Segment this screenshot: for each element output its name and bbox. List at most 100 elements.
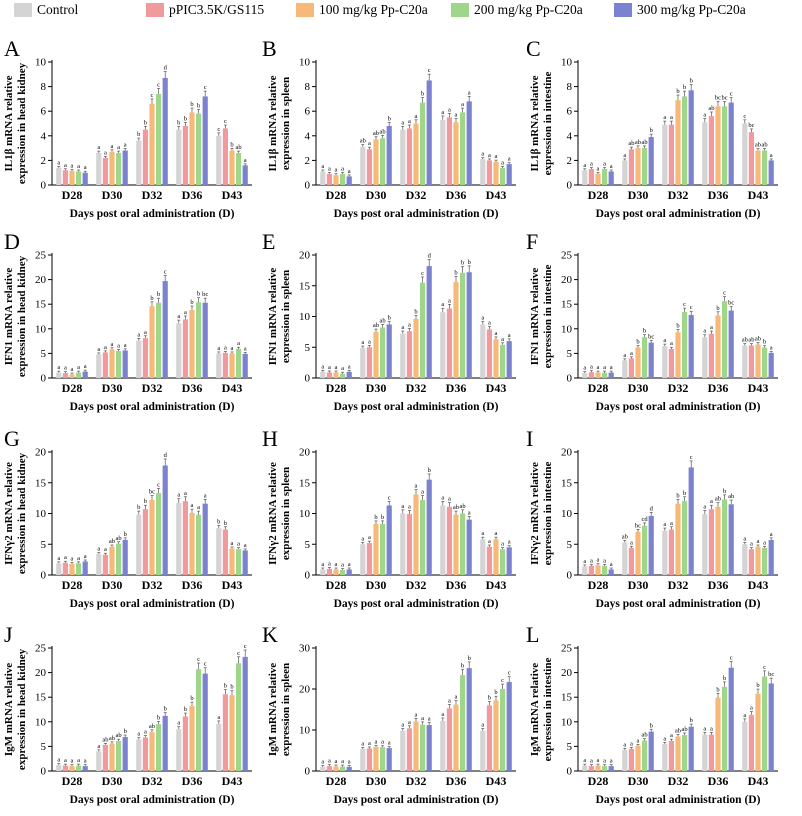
significance-letter: a [481,314,484,321]
x-axis-label: Days post oral administration (D) [596,794,761,806]
significance-letter: a [597,165,600,172]
significance-letter: a [670,520,673,527]
bar [662,743,668,771]
bar [109,349,115,378]
significance-letter: b [177,119,180,126]
legend-label: pPIC3.5K/GS115 [169,2,265,17]
significance-letter: ab [102,736,108,743]
bar [62,170,68,185]
significance-letter: a [750,705,753,712]
bar [136,739,142,771]
y-tick-label: 25 [35,250,47,262]
bar [595,565,601,575]
bar [628,358,634,378]
bar [715,697,721,771]
bar [333,766,339,771]
bar [622,360,628,378]
x-tick-label: D32 [142,381,163,395]
y-axis-label: IgM mRNA relativeexpression in head kidn… [3,648,28,770]
x-axis-label: Days post oral administration (D) [596,208,761,220]
x-tick-label: D36 [708,578,729,592]
significance-letter: a [237,541,240,548]
significance-letter: d [650,505,654,512]
x-tick-label: D32 [406,381,427,395]
bar [326,173,332,185]
x-tick-label: D28 [62,188,83,202]
significance-letter: ab [762,141,768,148]
significance-letter: a [328,560,331,567]
bar [162,715,168,771]
bar [493,700,499,771]
significance-letter: a [231,540,234,547]
significance-letter: b [197,291,200,298]
bar [762,676,768,771]
significance-letter: a [117,342,120,349]
significance-letter: a [637,737,640,744]
bar [413,721,419,771]
x-tick-label: D36 [182,381,203,395]
significance-letter: a [144,729,147,736]
significance-letter: a [204,492,207,499]
significance-letter: a [97,743,100,750]
significance-letter: a [71,366,74,373]
significance-letter: ab [380,128,386,135]
significance-letter: a [335,364,338,371]
significance-letter: c [217,126,220,133]
bar [595,173,601,185]
bar [189,512,195,575]
bar [748,714,754,771]
significance-letter: a [104,149,107,156]
bar [622,749,628,771]
y-axis-label: IFN1 mRNA relativeexpression in spleen [267,268,292,366]
significance-letter: a [508,332,511,339]
bar [413,494,419,575]
y-tick-label: 20 [561,274,573,286]
bar [648,137,654,185]
bar [340,570,346,575]
x-axis-label: Days post oral administration (D) [334,208,499,220]
significance-letter: c [730,654,733,661]
bar [96,751,102,771]
x-tick-label: D28 [326,774,347,788]
significance-letter: a [401,503,404,510]
bar [588,372,594,378]
bar [440,505,446,575]
bar [635,148,641,185]
significance-letter: a [590,364,593,371]
significance-letter: ab [116,732,122,739]
bar [493,161,499,185]
y-tick-label: 15 [35,299,47,311]
y-tick-label: 0 [41,180,47,192]
significance-letter: a [177,492,180,499]
significance-letter: a [77,757,80,764]
bar [715,506,721,575]
y-tick-label: 5 [41,348,47,360]
significance-letter: a [703,503,706,510]
x-tick-label: D43 [222,381,243,395]
significance-letter: a [97,346,100,353]
x-tick-label: D30 [102,578,123,592]
y-tick-label: 20 [561,667,573,679]
bar [400,513,406,575]
bar [675,100,681,185]
bar [755,546,761,575]
significance-letter: a [610,758,613,765]
significance-letter: c [244,643,247,650]
y-axis-label-line: IgM mRNA relative [267,663,279,756]
significance-letter: b [190,101,193,108]
panel-l: L 0 5 10 15 20 25 IgM mRNA relativeexpression i… [526,622,778,806]
significance-letter: a [77,163,80,170]
bar [182,125,188,185]
significance-letter: b [184,706,187,713]
y-tick-label: 6 [305,106,311,118]
bar [340,173,346,185]
significance-letter: a [335,561,338,568]
bar [82,172,88,185]
x-tick-label: D43 [748,774,769,788]
bar [702,122,708,185]
bar [136,340,142,378]
bar [380,523,386,575]
bar [109,546,115,575]
significance-letter: a [603,557,606,564]
bar [400,730,406,771]
